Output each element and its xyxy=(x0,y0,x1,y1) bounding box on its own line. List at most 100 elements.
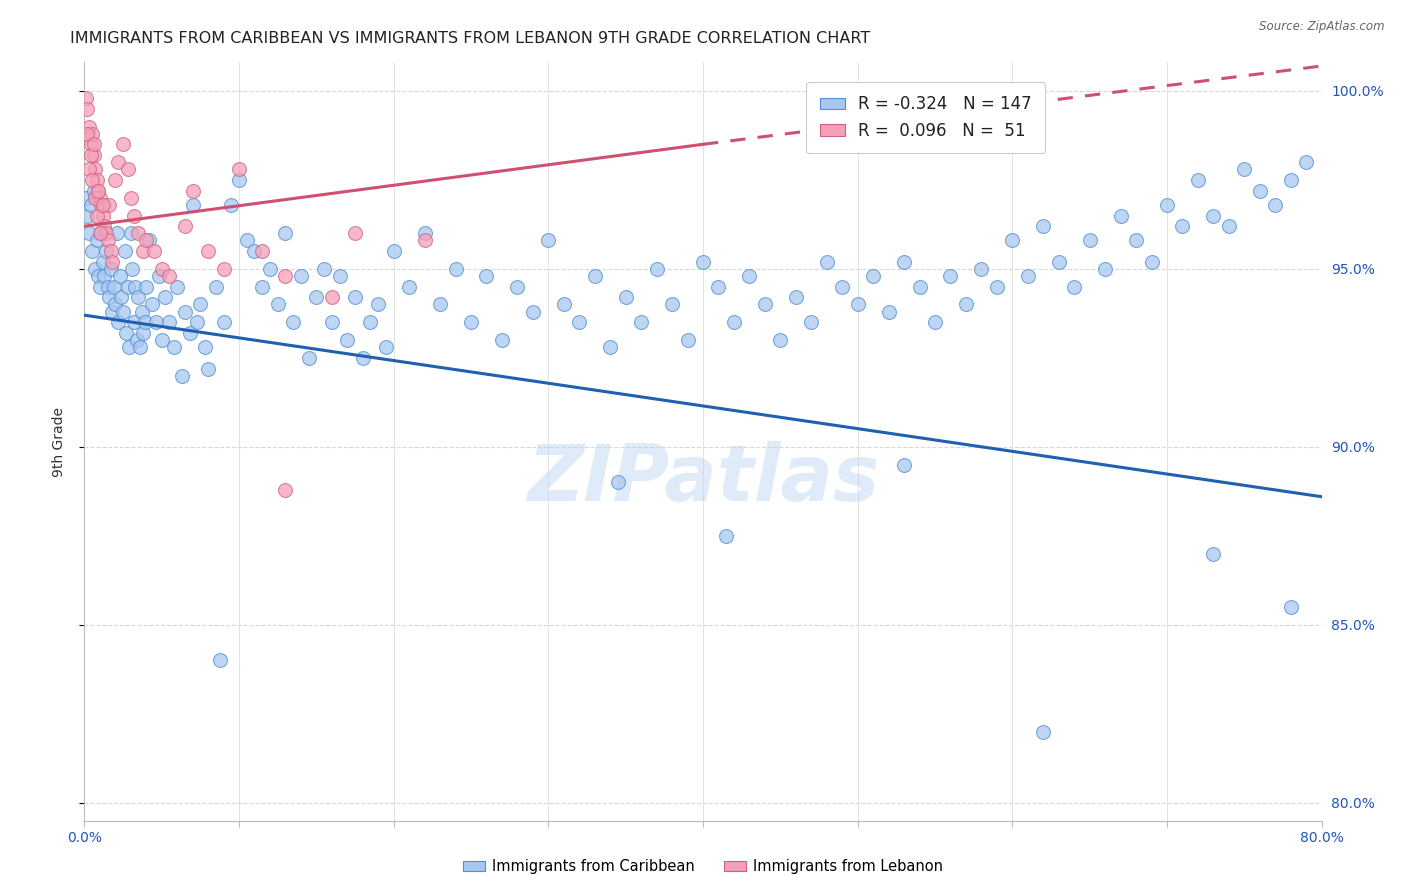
Point xyxy=(104,173,127,187)
Point xyxy=(117,162,139,177)
Point xyxy=(1249,184,1271,198)
Point xyxy=(150,333,173,347)
Point xyxy=(197,244,219,259)
Point xyxy=(769,333,792,347)
Point xyxy=(125,333,148,347)
Point xyxy=(336,333,359,347)
Point xyxy=(179,326,201,340)
Point xyxy=(105,227,128,241)
Point xyxy=(398,279,420,293)
Point xyxy=(90,227,112,241)
Point xyxy=(90,198,112,212)
Point xyxy=(186,315,208,329)
Point xyxy=(75,191,97,205)
Point xyxy=(82,173,104,187)
Text: IMMIGRANTS FROM CARIBBEAN VS IMMIGRANTS FROM LEBANON 9TH GRADE CORRELATION CHART: IMMIGRANTS FROM CARIBBEAN VS IMMIGRANTS … xyxy=(70,31,870,46)
Point xyxy=(522,304,544,318)
Point xyxy=(117,279,139,293)
Point xyxy=(100,244,122,259)
Point xyxy=(91,198,114,212)
Point xyxy=(707,279,730,293)
Point xyxy=(87,184,110,198)
Point xyxy=(181,184,204,198)
Point xyxy=(96,279,118,293)
Point xyxy=(754,297,776,311)
Point xyxy=(297,351,319,365)
Point xyxy=(83,148,105,162)
Point xyxy=(98,198,121,212)
Point xyxy=(986,279,1008,293)
Point xyxy=(506,279,529,293)
Point xyxy=(135,279,157,293)
Point xyxy=(91,254,114,268)
Point xyxy=(1063,279,1085,293)
Point xyxy=(77,162,100,177)
Point xyxy=(1218,219,1240,234)
Point xyxy=(219,198,242,212)
Point xyxy=(131,304,153,318)
Point xyxy=(86,209,108,223)
Point xyxy=(553,297,575,311)
Point xyxy=(235,234,259,248)
Point xyxy=(1187,173,1209,187)
Point xyxy=(174,219,197,234)
Point xyxy=(120,227,142,241)
Point xyxy=(321,290,343,304)
Point xyxy=(84,191,107,205)
Point xyxy=(1295,155,1317,169)
Point xyxy=(243,244,266,259)
Point xyxy=(413,227,436,241)
Point xyxy=(583,268,606,283)
Point xyxy=(305,290,328,304)
Point xyxy=(153,290,176,304)
Point xyxy=(1047,254,1070,268)
Point xyxy=(79,137,101,152)
Point xyxy=(1233,162,1256,177)
Text: Source: ZipAtlas.com: Source: ZipAtlas.com xyxy=(1260,20,1385,33)
Point xyxy=(815,254,838,268)
Point xyxy=(723,315,745,329)
Point xyxy=(197,361,219,376)
Point xyxy=(205,279,228,293)
Point xyxy=(112,304,135,318)
Point xyxy=(77,227,100,241)
Point xyxy=(94,244,117,259)
Point xyxy=(413,234,436,248)
Point xyxy=(1202,209,1225,223)
Point xyxy=(614,290,637,304)
Point xyxy=(1109,209,1132,223)
Point xyxy=(103,279,125,293)
Point xyxy=(212,261,235,276)
Legend: R = -0.324   N = 147, R =  0.096   N =  51: R = -0.324 N = 147, R = 0.096 N = 51 xyxy=(807,82,1045,153)
Point xyxy=(94,227,117,241)
Point xyxy=(343,290,366,304)
Point xyxy=(785,290,807,304)
Point xyxy=(274,227,297,241)
Point xyxy=(250,279,273,293)
Point xyxy=(159,268,180,283)
Point xyxy=(228,173,250,187)
Point xyxy=(1017,268,1039,283)
Point xyxy=(1171,219,1194,234)
Legend: Immigrants from Caribbean, Immigrants from Lebanon: Immigrants from Caribbean, Immigrants fr… xyxy=(457,854,949,880)
Point xyxy=(676,333,699,347)
Point xyxy=(91,209,114,223)
Point xyxy=(101,254,124,268)
Point xyxy=(76,127,98,141)
Point xyxy=(228,162,250,177)
Point xyxy=(475,268,498,283)
Point xyxy=(108,268,131,283)
Point xyxy=(1078,234,1101,248)
Point xyxy=(1032,219,1054,234)
Point xyxy=(76,209,98,223)
Point xyxy=(124,279,146,293)
Point xyxy=(118,340,141,354)
Point xyxy=(939,268,962,283)
Point xyxy=(101,304,124,318)
Point xyxy=(174,304,197,318)
Point xyxy=(163,340,186,354)
Point xyxy=(630,315,652,329)
Point xyxy=(89,191,111,205)
Point xyxy=(150,261,173,276)
Point xyxy=(107,155,129,169)
